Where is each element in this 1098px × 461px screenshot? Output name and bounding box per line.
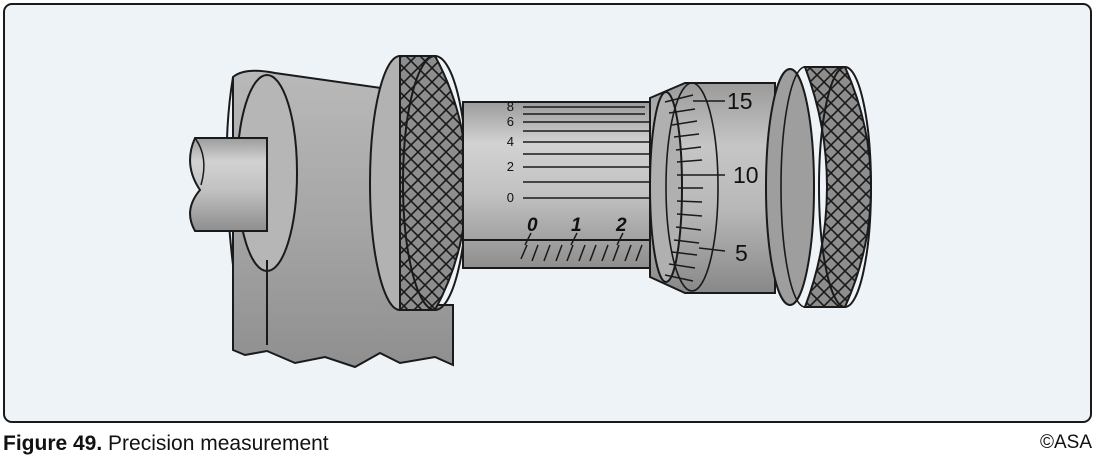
barrel-ticks [520,232,643,262]
thimble-label-5: 5 [735,240,748,266]
sleeve-label-8: 8 [507,99,514,114]
figure-title: Precision measurement [108,432,329,455]
copyright-notice: ©ASA [1039,432,1092,453]
micrometer-illustration: 8 6 4 2 0 0 1 2 [189,55,873,369]
sleeve-barrel: 8 6 4 2 0 0 1 2 [462,99,664,269]
figure-number: Figure 49. [3,432,103,455]
thimble: 15 10 5 [649,82,776,294]
thimble-labels: 15 10 5 [727,88,759,266]
sleeve-label-4: 4 [507,134,514,149]
barrel-number-0: 0 [527,215,538,236]
anvil-spindle [189,137,268,232]
barrel-numbers: 0 1 2 [527,215,627,236]
barrel-number-1: 1 [571,215,582,236]
thimble-ticks [664,94,726,282]
thimble-label-15: 15 [727,88,753,114]
caption-row: Figure 49. Precision measurement ©ASA [3,432,1092,458]
sleeve-label-0: 0 [507,190,514,205]
thimble-label-10: 10 [733,162,759,188]
figure-panel: 8 6 4 2 0 0 1 2 [3,3,1092,423]
lock-ring [369,55,469,311]
sleeve-scale-labels: 8 6 4 2 0 [507,99,514,205]
sleeve-label-6: 6 [507,114,514,129]
barrel-number-2: 2 [615,215,627,236]
sleeve-label-2: 2 [507,159,514,174]
sleeve-graduation-lines [523,106,661,199]
figure-caption: Figure 49. Precision measurement [3,432,329,456]
ratchet-knob [765,66,873,308]
